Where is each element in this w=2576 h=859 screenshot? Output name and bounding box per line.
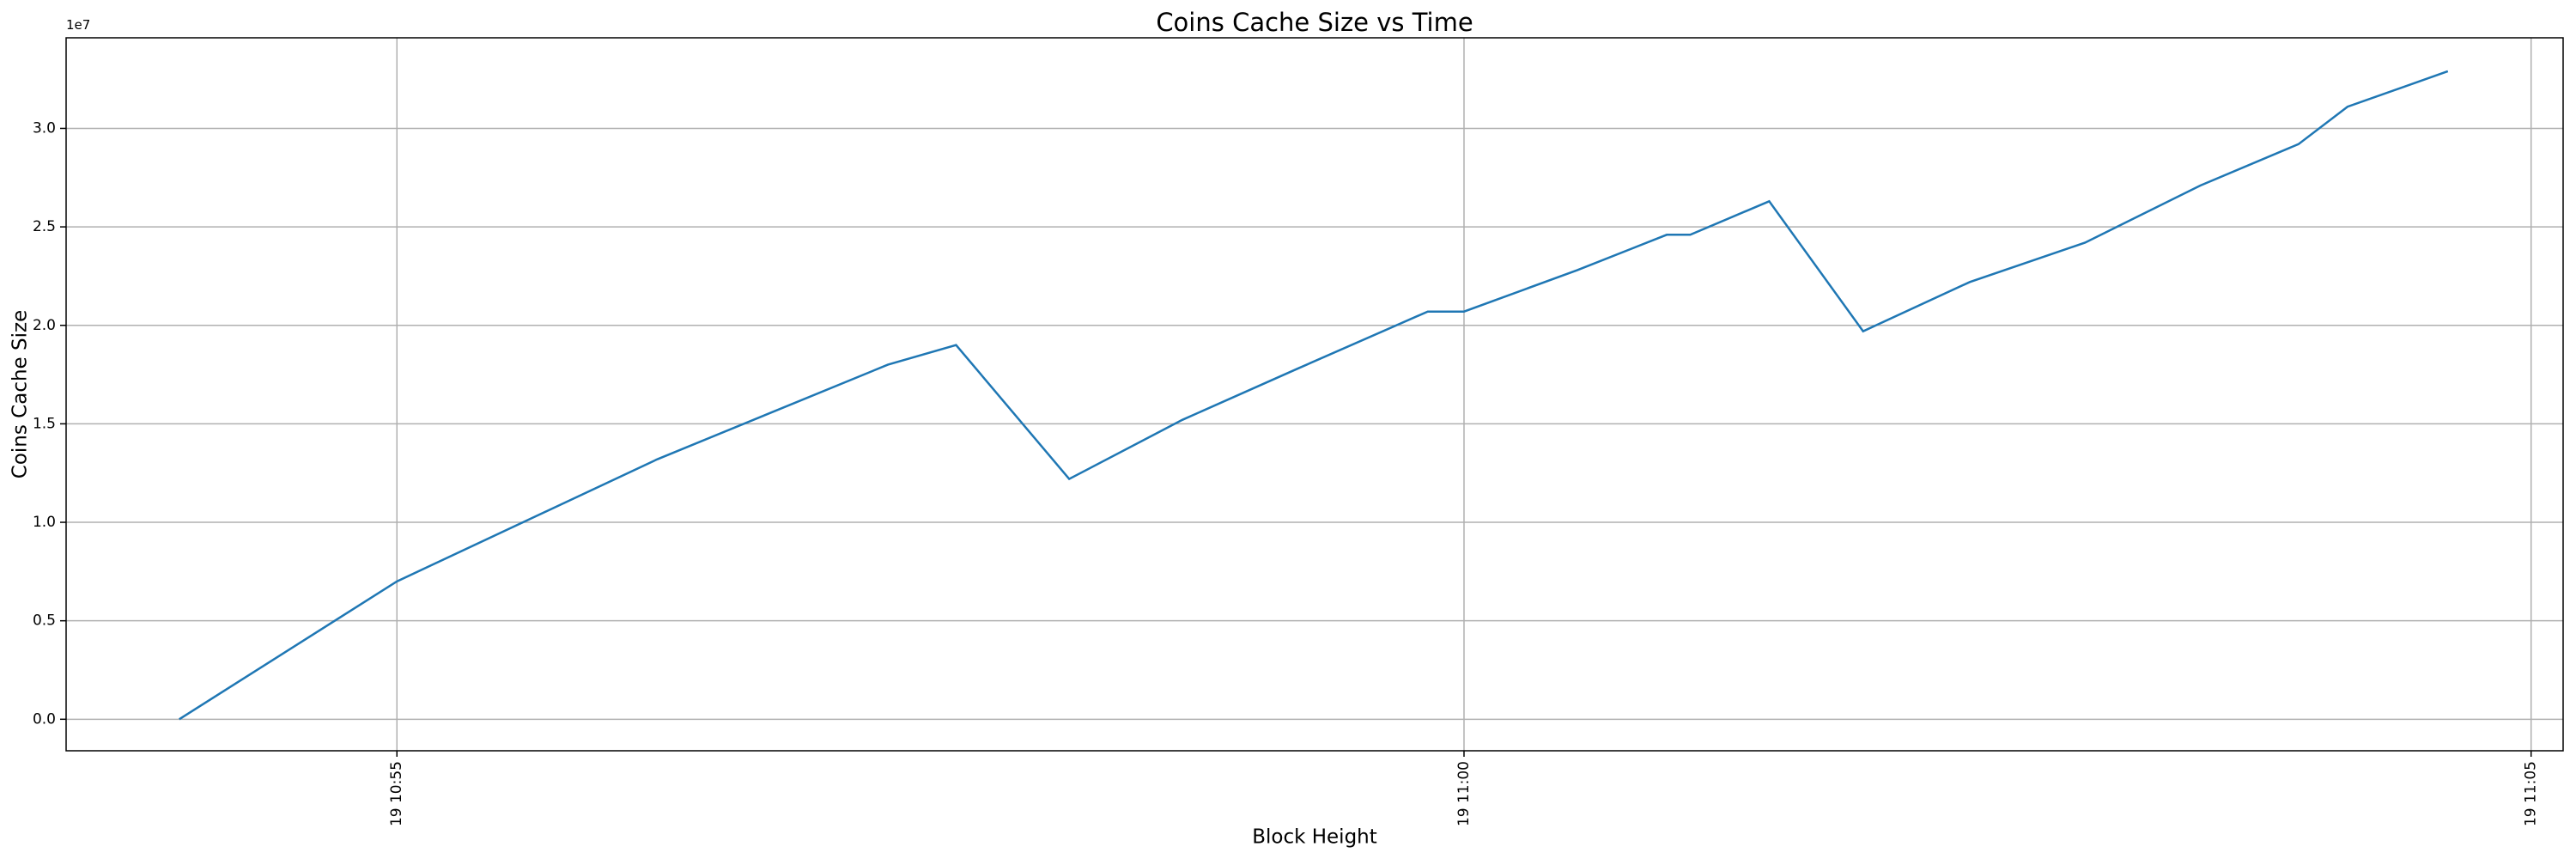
y-tick-label: 2.5 [33,218,56,235]
chart-title: Coins Cache Size vs Time [1156,8,1473,37]
y-offset-label: 1e7 [66,17,90,33]
x-tick-label: 19 11:05 [2523,761,2540,826]
x-tick-label: 19 10:55 [388,761,405,826]
y-tick-label: 1.0 [33,514,56,531]
plot-frame [65,37,2564,752]
y-tick-label: 0.5 [33,612,56,630]
y-tick-label: 1.5 [33,415,56,432]
data-line [179,70,2449,721]
x-tick-label: 19 11:00 [1455,761,1473,826]
y-tick-label: 0.0 [33,710,56,728]
y-tick-label: 3.0 [33,119,56,137]
x-axis-label: Block Height [1252,826,1377,849]
y-axis-label: Coins Cache Size [9,310,32,478]
y-tick-label: 2.0 [33,317,56,334]
